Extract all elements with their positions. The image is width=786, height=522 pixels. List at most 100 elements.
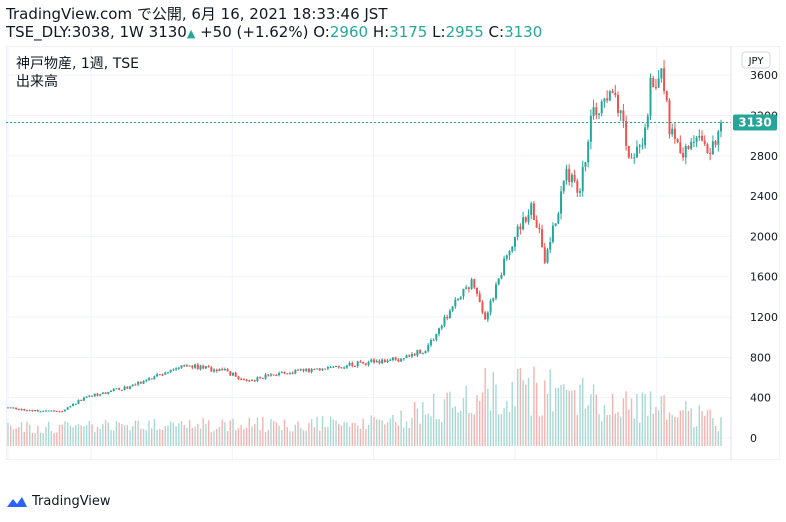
candle-body bbox=[50, 410, 53, 412]
change-value: +50 (+1.62%) bbox=[200, 23, 309, 41]
candle-body bbox=[250, 380, 253, 382]
candle-body bbox=[23, 408, 26, 411]
candle-body bbox=[128, 386, 131, 389]
volume-bar bbox=[633, 418, 635, 446]
volume-bar bbox=[291, 431, 294, 446]
volume-bar bbox=[321, 416, 324, 446]
volume-bar bbox=[58, 425, 61, 446]
candle-body bbox=[313, 368, 316, 370]
candle-body bbox=[291, 372, 294, 374]
volume-bar bbox=[378, 419, 381, 446]
candle-body bbox=[332, 366, 335, 368]
candle-body bbox=[66, 407, 69, 410]
candle-body bbox=[627, 145, 630, 158]
candle-body bbox=[351, 362, 354, 366]
candle-body bbox=[177, 367, 180, 369]
candle-body bbox=[115, 388, 118, 390]
price-tick-label: 1200 bbox=[750, 311, 778, 324]
volume-bar bbox=[373, 417, 375, 446]
volume-bar bbox=[609, 414, 611, 446]
candle-body bbox=[630, 157, 633, 159]
change-up-arrow-icon: ▲ bbox=[186, 27, 196, 40]
candle-body bbox=[7, 407, 9, 409]
candle-body bbox=[592, 107, 595, 116]
candle-body bbox=[527, 215, 530, 222]
volume-bar bbox=[411, 417, 413, 446]
volume-bar bbox=[649, 391, 652, 446]
candle-body bbox=[652, 77, 655, 88]
volume-bar bbox=[137, 420, 139, 446]
volume-bar bbox=[695, 426, 698, 446]
price-chart[interactable]: 36003200280024002000160012008004000 6月20… bbox=[6, 46, 780, 460]
candle-body bbox=[288, 372, 291, 374]
volume-bar bbox=[384, 424, 386, 446]
candle-body bbox=[267, 374, 270, 376]
candle-body bbox=[326, 367, 329, 369]
volume-bar bbox=[389, 418, 391, 446]
candle-body bbox=[410, 354, 413, 357]
tradingview-logo[interactable]: TradingView bbox=[6, 494, 111, 509]
volume-bar bbox=[251, 426, 253, 446]
price-tick-label: 3600 bbox=[750, 69, 778, 82]
candle-body bbox=[394, 357, 397, 360]
volume-bar bbox=[140, 428, 142, 446]
candle-body bbox=[283, 371, 286, 374]
candle-body bbox=[440, 325, 443, 329]
candle-body bbox=[516, 226, 519, 237]
volume-bar bbox=[302, 430, 305, 446]
volume-bar bbox=[549, 369, 551, 446]
candle-body bbox=[131, 384, 134, 387]
candle-body bbox=[424, 351, 427, 354]
candle-body bbox=[194, 364, 197, 368]
candle-body bbox=[191, 365, 194, 368]
candle-body bbox=[188, 365, 191, 367]
candle-body bbox=[600, 101, 603, 114]
volume-bar bbox=[305, 430, 307, 446]
candle-body bbox=[644, 127, 647, 146]
candle-body bbox=[199, 365, 202, 370]
candle-body bbox=[421, 353, 424, 355]
currency-label: JPY bbox=[748, 56, 765, 67]
candle-body bbox=[454, 299, 457, 307]
volume-bar bbox=[183, 425, 185, 446]
volume-bar bbox=[573, 389, 576, 446]
candle-body bbox=[489, 300, 492, 313]
ohlc-header: TSE_DLY:3038, 1W 3130▲ +50 (+1.62%) O:29… bbox=[6, 23, 542, 43]
volume-bar bbox=[367, 424, 370, 446]
volume-bar bbox=[80, 425, 82, 446]
currency-box[interactable]: JPY bbox=[741, 51, 771, 69]
candle-body bbox=[568, 168, 571, 183]
volume-bar bbox=[638, 422, 641, 446]
candle-body bbox=[340, 367, 343, 369]
volume-bar bbox=[77, 424, 80, 446]
candle-body bbox=[579, 191, 582, 193]
volume-bar bbox=[544, 380, 546, 446]
candle-body bbox=[310, 368, 313, 372]
volume-bar bbox=[432, 393, 435, 446]
candle-body bbox=[402, 358, 405, 360]
candle-body bbox=[551, 225, 554, 243]
volume-bar bbox=[72, 427, 74, 446]
volume-bar bbox=[527, 377, 530, 446]
candle-body bbox=[706, 144, 709, 153]
volume-bar bbox=[712, 418, 714, 446]
volume-bar bbox=[275, 422, 278, 446]
candle-body bbox=[709, 152, 712, 155]
candle-body bbox=[354, 365, 357, 367]
candle-body bbox=[535, 219, 538, 228]
volume-bar bbox=[113, 430, 115, 446]
volume-bar bbox=[614, 413, 616, 446]
candle-body bbox=[302, 369, 305, 371]
candle-body bbox=[237, 376, 240, 379]
volume-bar bbox=[514, 406, 516, 446]
candle-body bbox=[400, 358, 403, 362]
candle-body bbox=[524, 217, 527, 222]
candle-body bbox=[660, 68, 663, 79]
volume-bar bbox=[210, 432, 213, 446]
candle-body bbox=[110, 390, 113, 392]
candle-body bbox=[608, 91, 611, 101]
volume-bars bbox=[7, 366, 722, 446]
open-label: O: bbox=[313, 23, 330, 41]
candle-body bbox=[543, 247, 546, 263]
candle-body bbox=[614, 92, 617, 96]
